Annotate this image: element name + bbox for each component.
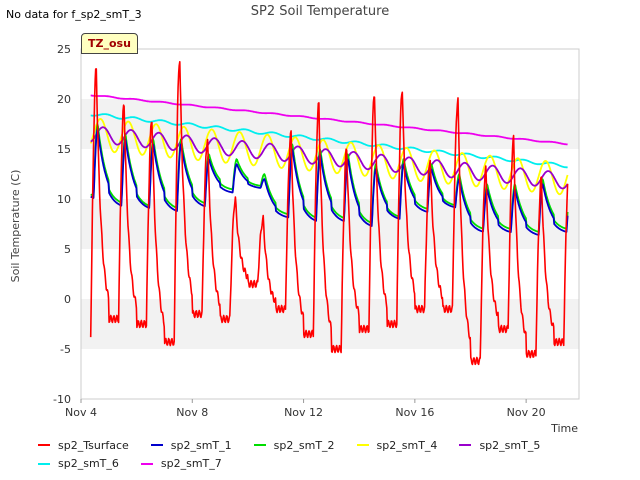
legend-label: sp2_smT_1 <box>170 438 232 452</box>
no-data-message: No data for f_sp2_smT_3 <box>6 8 142 21</box>
legend-swatch <box>356 444 369 446</box>
y-tick-label: -5 <box>60 343 71 356</box>
legend-label: sp2_smT_4 <box>376 438 438 452</box>
legend-item-sp2_smT_1[interactable]: sp2_smT_1 <box>150 438 232 452</box>
legend-swatch <box>38 444 50 446</box>
series-line-sp2_Tsurface <box>89 60 569 366</box>
plot-frame <box>80 48 580 400</box>
chart-title: SP2 Soil Temperature <box>250 4 390 19</box>
y-tick-label: 0 <box>64 293 71 306</box>
series-line-sp2_smT_7 <box>90 94 568 146</box>
legend-label: sp2_Tsurface <box>58 438 129 452</box>
legend-label: sp2_smT_7 <box>160 457 222 470</box>
legend-swatch <box>38 462 50 465</box>
grid-band <box>81 199 579 249</box>
timezone-badge[interactable]: TZ_osu <box>81 33 138 54</box>
x-tick-label: Nov 12 <box>284 406 323 419</box>
y-tick-label: -10 <box>53 393 71 406</box>
x-ticks: Nov 4 Nov 8 Nov 12 Nov 16 Nov 20 <box>65 399 546 419</box>
x-tick-label: Nov 20 <box>507 406 546 419</box>
series-line-sp2_smT_4 <box>89 118 569 196</box>
x-tick-label: Nov 16 <box>395 406 434 419</box>
y-tick-label: 5 <box>64 243 71 256</box>
y-tick-label: 25 <box>57 43 71 56</box>
series-line-sp2_smT_5 <box>90 126 569 190</box>
legend-label: sp2_smT_5 <box>479 438 541 452</box>
series-line-sp2_smT_2 <box>90 123 569 233</box>
legend-swatch <box>459 444 472 446</box>
legend-swatch <box>150 444 163 446</box>
legend-swatch <box>253 444 266 446</box>
y-tick-label: 15 <box>57 143 71 156</box>
series-line-sp2_smT_1 <box>90 128 569 236</box>
series-layer <box>89 60 569 366</box>
y-tick-label: 20 <box>57 93 71 106</box>
y-tick-label: 10 <box>57 193 71 206</box>
x-tick-label: Nov 4 <box>65 406 97 419</box>
y-ticks: -10 -5 0 5 10 15 20 25 <box>53 43 71 406</box>
legend-item-sp2_smT_7[interactable]: sp2_smT_7 <box>140 457 222 470</box>
legend-item-sp2_smT_6[interactable]: sp2_smT_6 <box>38 457 119 470</box>
legend: sp2_Tsurface sp2_smT_1 sp2_smT_2 sp2_smT_4 s… <box>38 436 628 473</box>
x-axis-label: Time <box>550 422 578 435</box>
legend-item-sp2_smT_2[interactable]: sp2_smT_2 <box>253 438 335 452</box>
legend-label: sp2_smT_6 <box>58 457 119 470</box>
grid-band <box>81 99 579 149</box>
x-tick-label: Nov 8 <box>176 406 208 419</box>
legend-item-sp2_smT_5[interactable]: sp2_smT_5 <box>459 439 540 452</box>
legend-label: sp2_smT_2 <box>273 438 335 452</box>
legend-item-sp2_smT_4[interactable]: sp2_smT_4 <box>356 438 438 452</box>
legend-item-sp2_Tsurface[interactable]: sp2_Tsurface <box>38 439 129 452</box>
legend-swatch <box>140 462 153 465</box>
